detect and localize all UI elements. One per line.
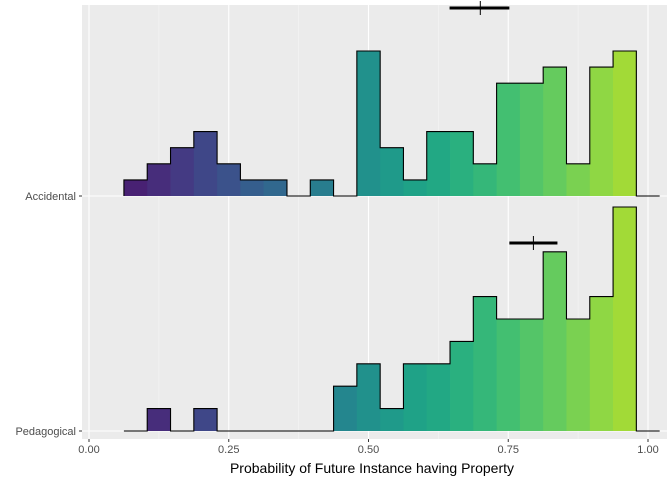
bar-pedagogical-1 bbox=[147, 408, 171, 431]
x-axis: 0.00 0.25 0.50 0.75 1.00 bbox=[78, 439, 659, 456]
bar-accidental-17 bbox=[519, 83, 544, 196]
bar-pedagogical-13 bbox=[426, 363, 451, 431]
y-tick-label-accidental: Accidental bbox=[25, 191, 76, 203]
bar-accidental-2 bbox=[170, 147, 195, 196]
x-axis-title: Probability of Future Instance having Pr… bbox=[230, 460, 514, 476]
bar-accidental-12 bbox=[403, 179, 428, 196]
bar-accidental-15 bbox=[473, 163, 497, 196]
interval-marks bbox=[449, 1, 558, 250]
bar-pedagogical-19 bbox=[566, 319, 591, 431]
y-tick-label-pedagogical: Pedagogical bbox=[15, 426, 76, 438]
bars bbox=[123, 51, 637, 431]
bar-accidental-6 bbox=[263, 179, 288, 196]
bar-accidental-20 bbox=[589, 67, 614, 196]
bar-pedagogical-3 bbox=[193, 408, 218, 431]
bar-accidental-1 bbox=[147, 163, 171, 196]
x-tick-label: 0.25 bbox=[218, 444, 239, 456]
bar-accidental-10 bbox=[356, 51, 381, 196]
bar-pedagogical-21 bbox=[613, 207, 637, 431]
bar-accidental-21 bbox=[613, 51, 637, 196]
bar-accidental-8 bbox=[310, 179, 334, 196]
bar-pedagogical-11 bbox=[380, 408, 404, 431]
bar-accidental-19 bbox=[566, 163, 591, 196]
bar-accidental-4 bbox=[217, 163, 241, 196]
x-tick-label: 1.00 bbox=[637, 444, 658, 456]
bar-pedagogical-18 bbox=[543, 251, 567, 431]
bar-pedagogical-20 bbox=[589, 296, 614, 431]
bar-accidental-14 bbox=[450, 131, 474, 196]
histogram-outline-accidental bbox=[123, 50, 660, 197]
bar-accidental-11 bbox=[380, 147, 404, 196]
x-tick-label: 0.00 bbox=[78, 444, 99, 456]
y-axis: Accidental Pedagogical bbox=[15, 191, 82, 438]
bar-pedagogical-16 bbox=[496, 319, 521, 431]
bar-pedagogical-12 bbox=[403, 363, 428, 431]
bar-pedagogical-9 bbox=[333, 386, 358, 431]
bar-pedagogical-10 bbox=[356, 363, 381, 431]
bar-accidental-3 bbox=[193, 131, 218, 196]
bar-accidental-5 bbox=[240, 179, 265, 196]
bar-accidental-18 bbox=[543, 67, 567, 196]
x-tick-label: 0.75 bbox=[498, 444, 519, 456]
bar-accidental-16 bbox=[496, 83, 521, 196]
bar-accidental-13 bbox=[426, 131, 451, 196]
x-tick-label: 0.50 bbox=[358, 444, 379, 456]
bar-pedagogical-17 bbox=[519, 319, 544, 431]
histogram-outlines bbox=[123, 50, 660, 432]
histogram-outline-pedagogical bbox=[123, 206, 660, 432]
bar-pedagogical-14 bbox=[450, 341, 474, 431]
bar-pedagogical-15 bbox=[473, 296, 497, 431]
bar-accidental-0 bbox=[123, 179, 148, 196]
